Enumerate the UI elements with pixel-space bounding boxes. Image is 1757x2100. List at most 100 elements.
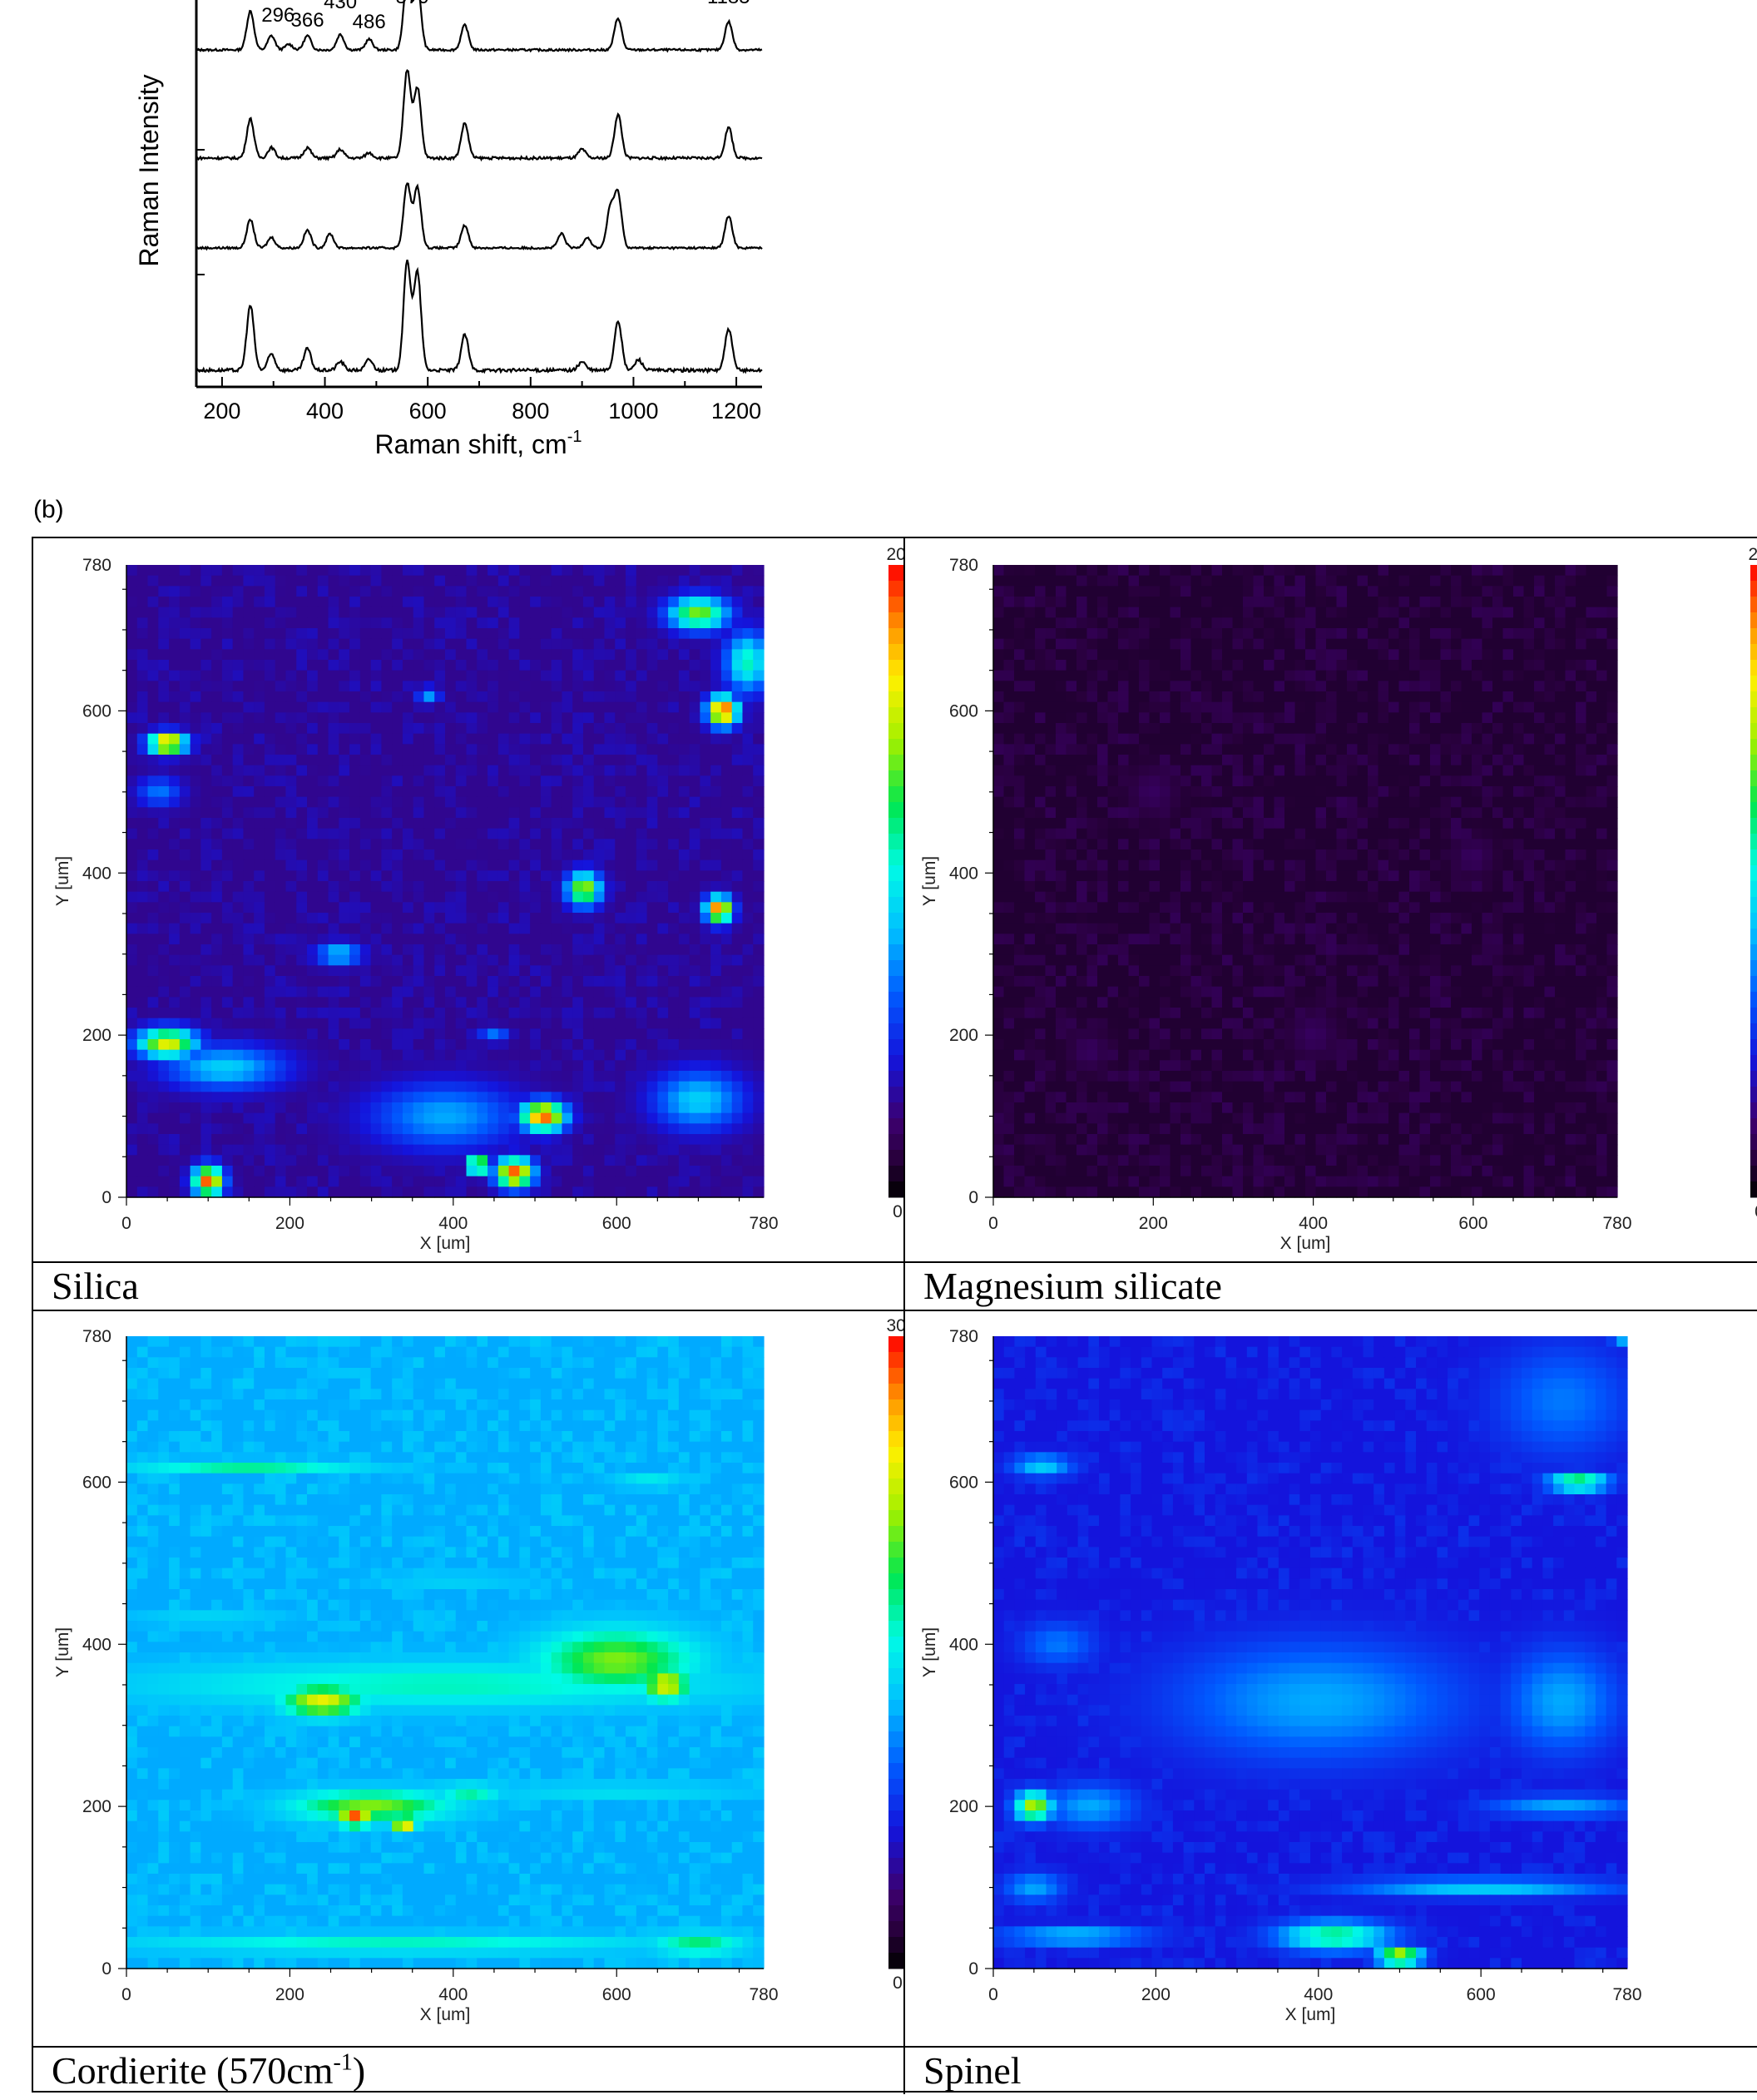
heatmap-cell: [710, 1166, 722, 1177]
heatmap-cell: [1253, 649, 1265, 661]
heatmap-cell: [275, 1039, 287, 1051]
heatmap-cell: [519, 870, 531, 882]
heatmap-cell: [993, 586, 1005, 597]
heatmap-cell: [349, 1081, 361, 1092]
heatmap-cell: [413, 870, 425, 882]
heatmap-cell: [689, 902, 700, 914]
heatmap-cell: [307, 597, 319, 608]
heatmap-cell: [1544, 607, 1556, 618]
heatmap-cell: [264, 1144, 276, 1156]
heatmap-cell: [211, 923, 223, 934]
heatmap-cell: [1398, 628, 1410, 640]
heatmap-cell: [179, 1049, 191, 1061]
heatmap-cell: [147, 1144, 159, 1156]
heatmap-cell: [1523, 607, 1535, 618]
heatmap-cell: [1534, 765, 1546, 776]
heatmap-cell: [1544, 628, 1556, 640]
heatmap-cell: [317, 1186, 329, 1198]
heatmap-cell: [1190, 681, 1202, 692]
heatmap-cell: [147, 755, 159, 766]
heatmap-cell: [136, 1049, 149, 1061]
heatmap-cell: [477, 976, 488, 988]
heatmap-cell: [339, 723, 350, 735]
heatmap-cell: [519, 755, 531, 766]
heatmap-cell: [359, 828, 372, 840]
heatmap-cell: [710, 1028, 722, 1040]
heatmap-cell: [530, 597, 542, 608]
colorbar-step: [888, 897, 903, 914]
heatmap-cell: [1555, 660, 1566, 671]
heatmap-cell: [530, 1144, 542, 1156]
heatmap-cell: [1576, 701, 1587, 713]
heatmap-cell: [243, 649, 255, 661]
heatmap-cell: [243, 986, 255, 998]
heatmap-cell: [402, 1028, 414, 1040]
heatmap-cell: [136, 1008, 149, 1019]
heatmap-cell: [381, 733, 393, 745]
heatmap-cell: [668, 681, 680, 692]
heatmap-cell: [593, 1049, 606, 1061]
heatmap-cell: [753, 923, 765, 934]
heatmap-cell: [275, 944, 287, 956]
heatmap-cell: [572, 1112, 584, 1124]
heatmap-cell: [423, 701, 435, 713]
heatmap-cell: [604, 976, 616, 988]
heatmap-cell: [710, 944, 722, 956]
heatmap-cell: [1211, 607, 1223, 618]
heatmap-cell: [1419, 660, 1431, 671]
heatmap-cell: [264, 1028, 276, 1040]
heatmap-cell: [445, 849, 457, 861]
heatmap-cell: [582, 1176, 595, 1187]
heatmap-cell: [657, 1166, 669, 1177]
heatmap-cell: [731, 1176, 744, 1187]
heatmap-cell: [296, 1039, 308, 1051]
heatmap-cell: [508, 1092, 520, 1103]
heatmap-cell: [1211, 586, 1223, 597]
heatmap-cell: [668, 870, 680, 882]
heatmap-cell: [232, 1155, 245, 1166]
heatmap-cell: [572, 628, 584, 640]
heatmap-cell: [179, 965, 191, 977]
heatmap-cell: [136, 1155, 149, 1166]
heatmap-cell: [211, 733, 223, 745]
heatmap-cell: [402, 607, 414, 618]
heatmap-cell: [402, 1123, 414, 1135]
heatmap-cell: [413, 976, 425, 988]
heatmap-cell: [519, 976, 531, 988]
heatmap-cell: [530, 1039, 542, 1051]
heatmap-cell: [604, 870, 616, 882]
heatmap-cell: [275, 954, 287, 966]
heatmap-cell: [1149, 744, 1161, 755]
heatmap-cell: [1264, 733, 1275, 745]
heatmap-cell: [477, 1166, 488, 1177]
heatmap-cell: [1576, 670, 1587, 681]
heatmap-cell: [572, 870, 584, 882]
heatmap-cell: [1243, 649, 1255, 661]
heatmap-cell: [1502, 586, 1514, 597]
heatmap-cell: [190, 1092, 201, 1103]
heatmap-cell: [179, 765, 191, 776]
heatmap-cell: [572, 775, 584, 787]
heatmap-cell: [402, 976, 414, 988]
heatmap-cell: [530, 1134, 542, 1146]
heatmap-cell: [731, 1028, 744, 1040]
heatmap-cell: [264, 1081, 276, 1092]
heatmap-cell: [434, 1144, 446, 1156]
heatmap-cell: [434, 660, 446, 671]
heatmap-cell: [275, 1092, 287, 1103]
heatmap-cell: [264, 628, 276, 640]
heatmap-cell: [232, 786, 245, 798]
heatmap-cell: [753, 881, 765, 893]
heatmap-cell: [636, 755, 648, 766]
heatmap-cell: [455, 1018, 468, 1029]
heatmap-cell: [488, 954, 499, 966]
heatmap-cell: [275, 597, 287, 608]
heatmap-cell: [200, 765, 212, 776]
heatmap-cell: [434, 1081, 446, 1092]
heatmap-cell: [742, 765, 754, 776]
heatmap-cell: [1222, 712, 1234, 724]
heatmap-cell: [1576, 660, 1587, 671]
heatmap-cell: [678, 965, 690, 977]
heatmap-cell: [221, 1176, 234, 1187]
heatmap-cell: [455, 638, 468, 650]
